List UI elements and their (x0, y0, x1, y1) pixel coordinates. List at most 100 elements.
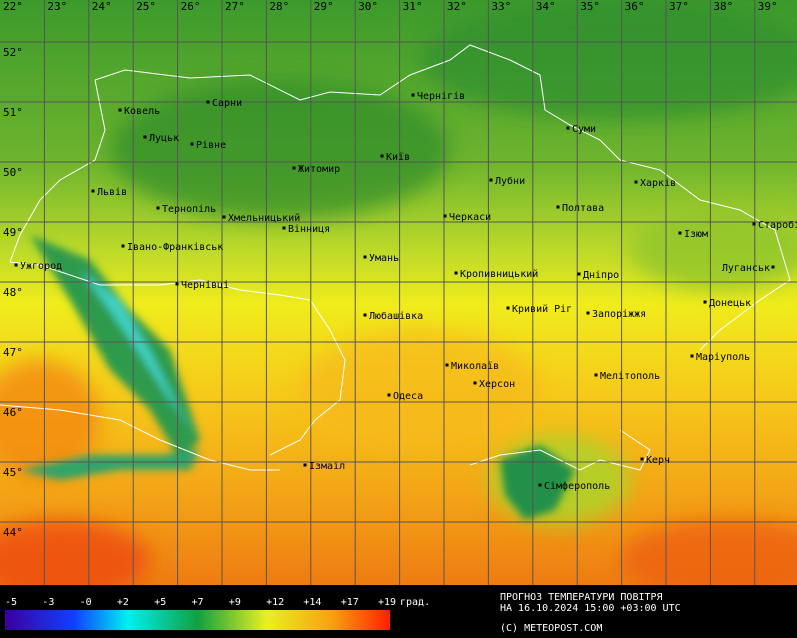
city-marker (538, 483, 542, 487)
city-label: Сарни (212, 98, 242, 109)
city-marker (703, 300, 707, 304)
city-label: Сімферополь (544, 480, 610, 492)
legend-label: +14 (303, 597, 321, 608)
city-label: Харків (640, 177, 676, 189)
city-marker (506, 306, 510, 310)
longitude-label: 39° (758, 0, 778, 13)
city-label: Запоріжжя (592, 308, 646, 320)
latitude-label: 48° (3, 286, 23, 299)
city-marker (387, 393, 391, 397)
city-label: Ковель (124, 106, 160, 117)
city-label: Львів (97, 186, 127, 198)
city-marker (303, 463, 307, 467)
city-label: Чернівці (181, 279, 229, 291)
city-marker (91, 189, 95, 193)
city-marker (222, 215, 226, 219)
longitude-label: 33° (491, 0, 511, 13)
color-bar (5, 610, 390, 630)
city-label: Житомир (298, 164, 340, 175)
city-marker (206, 100, 210, 104)
longitude-label: 23° (47, 0, 67, 13)
city-marker (566, 126, 570, 130)
longitude-label: 32° (447, 0, 467, 13)
city-marker (118, 108, 122, 112)
latitude-label: 49° (3, 226, 23, 239)
longitude-label: 38° (713, 0, 733, 13)
temperature-field (0, 0, 797, 585)
city-label: Тернопіль (162, 203, 216, 215)
legend-label: +12 (266, 597, 284, 608)
longitude-label: 35° (580, 0, 600, 13)
legend-label: +7 (192, 597, 204, 608)
city-label: Любашівка (369, 310, 423, 322)
latitude-label: 44° (3, 526, 23, 539)
map-area: 22° 23° 24° 25° 26° 27° 28° 29° 30° 31° 32° 33° 34° 3… (0, 0, 797, 585)
city-label: Суми (572, 124, 596, 135)
city-marker (752, 222, 756, 226)
longitude-label: 34° (536, 0, 556, 13)
city-marker (690, 354, 694, 358)
legend-label: +9 (229, 597, 241, 608)
city-label: Кропивницький (460, 268, 538, 280)
city-label: Дніпро (583, 269, 619, 281)
latitude-label: 46° (3, 406, 23, 419)
city-marker (586, 311, 590, 315)
longitude-label: 36° (625, 0, 645, 13)
city-marker (411, 93, 415, 97)
city-label: Кривий Ріг (512, 303, 572, 315)
longitude-label: 28° (269, 0, 289, 13)
longitude-label: 31° (403, 0, 423, 13)
city-marker (282, 226, 286, 230)
city-label: Полтава (562, 203, 604, 214)
longitude-label: 29° (314, 0, 334, 13)
city-label: Керч (646, 455, 670, 466)
city-marker (175, 282, 179, 286)
city-marker (473, 381, 477, 385)
city-marker (678, 231, 682, 235)
city-label: Київ (386, 152, 410, 163)
city-label: Рівне (196, 139, 226, 151)
city-label: Івано-Франківськ (127, 241, 223, 253)
footer-title: ПРОГНОЗ ТЕМПЕРАТУРИ ПОВІТРЯ (500, 592, 663, 603)
city-label: Вінниця (288, 223, 330, 235)
city-label: Умань (369, 253, 399, 264)
city-marker (292, 166, 296, 170)
longitude-label: 30° (358, 0, 378, 13)
mountain-cold-area (20, 235, 575, 520)
city-label: Ізюм (684, 229, 708, 240)
city-marker (190, 142, 194, 146)
latitude-label: 51° (3, 106, 23, 119)
city-label: Черкаси (449, 212, 491, 223)
city-marker (445, 363, 449, 367)
latitude-label: 50° (3, 166, 23, 179)
legend-unit: град. (400, 597, 430, 608)
longitude-label: 24° (92, 0, 112, 13)
legend-label: -3 (42, 597, 54, 608)
city-label: Маріуполь (696, 351, 750, 363)
city-marker (143, 135, 147, 139)
latitude-label: 52° (3, 46, 23, 59)
borders (0, 44, 791, 471)
city-marker (443, 214, 447, 218)
city-marker (454, 271, 458, 275)
graticule (0, 0, 797, 585)
city-marker (594, 373, 598, 377)
legend-label: +19 (378, 597, 396, 608)
longitude-label: 22° (3, 0, 23, 13)
legend-label: -5 (5, 597, 17, 608)
city-marker (556, 205, 560, 209)
city-marker (771, 265, 775, 269)
footer-date: НА 16.10.2024 15:00 +03:00 UTC (500, 603, 681, 614)
legend-label: -0 (80, 597, 92, 608)
footer-copyright: (C) METEOPOST.COM (500, 623, 602, 634)
city-label: Лубни (495, 175, 525, 187)
city-label: Донецьк (709, 298, 751, 309)
latitude-label: 47° (3, 346, 23, 359)
city-label: Ізмаїл (309, 461, 345, 472)
city-marker (640, 457, 644, 461)
latitude-label: 45° (3, 466, 23, 479)
city-label: Херсон (479, 379, 515, 390)
city-label: Ужгород (20, 261, 62, 272)
city-marker (121, 244, 125, 248)
